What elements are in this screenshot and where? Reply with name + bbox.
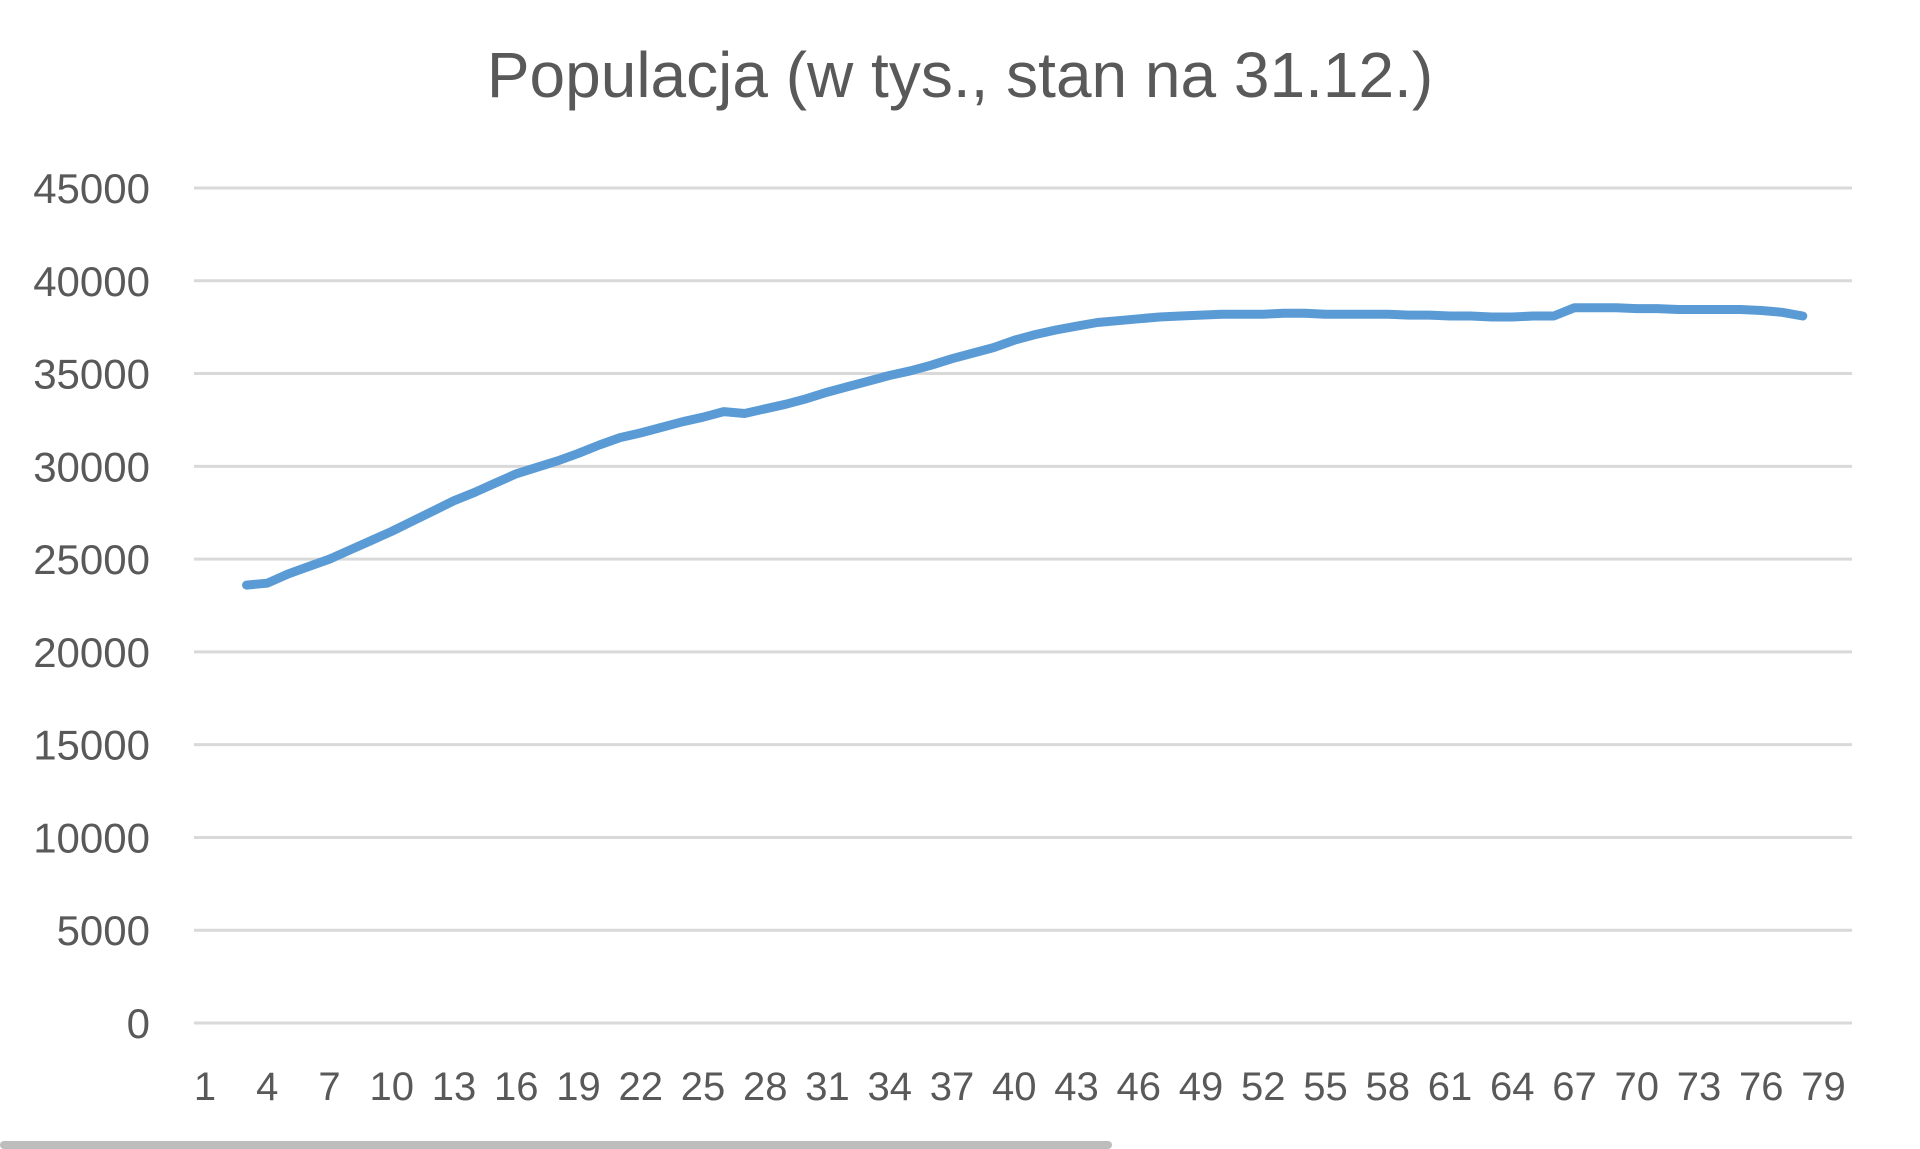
population-series-line bbox=[242, 303, 1808, 590]
x-tick-label: 19 bbox=[556, 1065, 601, 1109]
x-tick-label: 28 bbox=[743, 1065, 788, 1109]
y-tick-label: 35000 bbox=[33, 351, 150, 398]
y-tick-label: 45000 bbox=[33, 165, 150, 212]
y-tick-label: 5000 bbox=[57, 907, 150, 954]
x-tick-label: 13 bbox=[432, 1065, 477, 1109]
x-tick-label: 76 bbox=[1739, 1065, 1784, 1109]
x-tick-label: 22 bbox=[619, 1065, 664, 1109]
y-tick-label: 15000 bbox=[33, 722, 150, 769]
x-tick-label: 46 bbox=[1117, 1065, 1162, 1109]
x-tick-label: 7 bbox=[318, 1065, 340, 1109]
x-tick-label: 10 bbox=[370, 1065, 415, 1109]
y-tick-label: 10000 bbox=[33, 814, 150, 861]
x-tick-label: 61 bbox=[1428, 1065, 1473, 1109]
x-tick-label: 16 bbox=[494, 1065, 539, 1109]
x-tick-label: 67 bbox=[1552, 1065, 1597, 1109]
y-axis-tick-labels: 0 5000 10000 15000 20000 25000 30000 35000 40000… bbox=[33, 165, 150, 1047]
x-tick-label: 73 bbox=[1677, 1065, 1722, 1109]
x-tick-label: 49 bbox=[1179, 1065, 1224, 1109]
x-tick-label: 34 bbox=[868, 1065, 913, 1109]
x-tick-label: 4 bbox=[256, 1065, 278, 1109]
x-tick-label: 64 bbox=[1490, 1065, 1535, 1109]
y-tick-label: 0 bbox=[127, 1000, 150, 1047]
x-tick-label: 1 bbox=[194, 1065, 216, 1109]
x-tick-label: 52 bbox=[1241, 1065, 1286, 1109]
x-tick-label: 79 bbox=[1801, 1065, 1846, 1109]
x-tick-label: 37 bbox=[930, 1065, 975, 1109]
x-tick-label: 58 bbox=[1366, 1065, 1411, 1109]
x-tick-label: 43 bbox=[1054, 1065, 1099, 1109]
y-tick-label: 25000 bbox=[33, 536, 150, 583]
y-tick-label: 30000 bbox=[33, 443, 150, 490]
x-tick-label: 31 bbox=[805, 1065, 850, 1109]
gridlines bbox=[194, 186, 1852, 1025]
x-axis-tick-labels: 1 4 7 10 13 16 19 22 25 28 31 34 37 40 43 46 49 52 55 58 61 6… bbox=[194, 1065, 1846, 1109]
x-tick-label: 55 bbox=[1303, 1065, 1348, 1109]
y-tick-label: 40000 bbox=[33, 258, 150, 305]
x-tick-label: 40 bbox=[992, 1065, 1037, 1109]
horizontal-scrollbar[interactable] bbox=[0, 1141, 1112, 1149]
y-tick-label: 20000 bbox=[33, 629, 150, 676]
x-tick-label: 25 bbox=[681, 1065, 726, 1109]
x-tick-label: 70 bbox=[1615, 1065, 1660, 1109]
chart-title: Populacja (w tys., stan na 31.12.) bbox=[486, 39, 1434, 111]
